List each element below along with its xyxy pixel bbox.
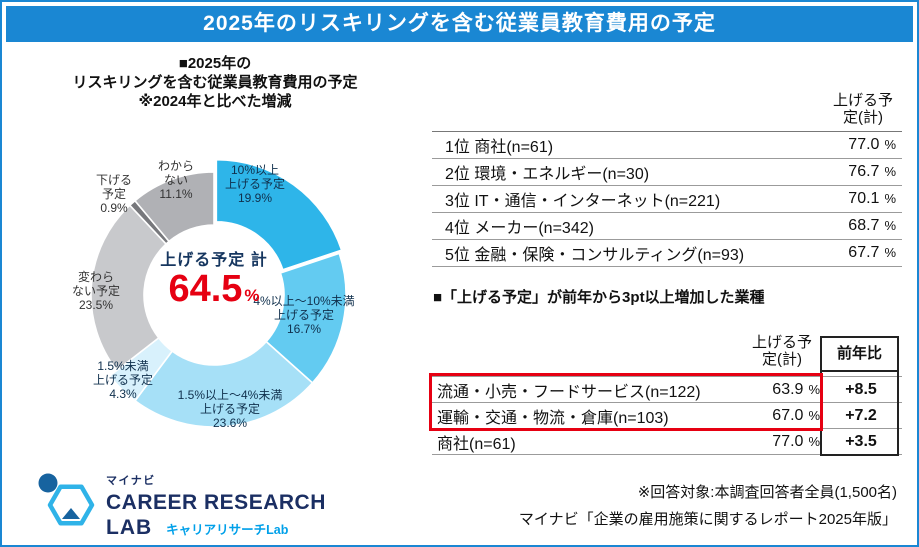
value-cell: 67.7% (848, 244, 896, 261)
donut-segment-7 (133, 171, 215, 243)
ranking-table-value-header: 上げる予定(計) (832, 92, 893, 126)
industry-label: 運輸・交通・物流・倉庫(n=103) (437, 409, 669, 427)
footnote-respondents: ※回答対象:本調査回答者全員(1,500名) (637, 484, 897, 501)
career-research-lab-logo-icon (38, 473, 95, 526)
industry-label: 3位 IT・通信・インターネット(n=221) (445, 193, 721, 210)
industry-label: 流通・小売・フードサービス(n=122) (437, 383, 701, 401)
increase-table: 上げる予定(計) 前年比 流通・小売・フードサービス(n=122) 63.9% +8… (429, 332, 902, 462)
increase-table-row: 商社(n=61) 77.0% +3.5 (432, 429, 902, 455)
value-cell: 63.9% (772, 380, 820, 398)
industry-label: 4位 メーカー(n=342) (445, 220, 594, 237)
footnotes: ※回答対象:本調査回答者全員(1,500名) マイナビ「企業の雇用施策に関するレ… (519, 479, 897, 533)
logo-bottom-row: LAB キャリアリサーチLab (106, 515, 326, 540)
logo-mynavi-text: マイナビ (106, 475, 156, 487)
ranking-table-row: 4位 メーカー(n=342) 68.7% (432, 213, 902, 240)
unit-label: % (884, 137, 896, 152)
donut-chart: 10%以上 上げる予定 19.9% 4%以上〜10%未満 上げる予定 16.7% 1.5%以… (59, 140, 369, 450)
donut-segment-label-6: 下げる 予定 0.9% (95, 173, 133, 215)
industry-label: 5位 金融・保険・コンサルティング(n=93) (445, 247, 745, 264)
value-cell: 76.7% (848, 163, 896, 180)
donut-center-value: 64.5% (59, 268, 369, 311)
value-cell: 70.1% (848, 190, 896, 207)
donut-segment-label-1: 10%以上 上げる予定 19.9% (224, 163, 286, 205)
donut-segment-label-2: 4%以上〜10%未満 上げる予定 16.7% (253, 294, 355, 336)
yoy-cell: +3.5 (845, 432, 877, 450)
logo-career-research-text: CAREER RESEARCH (106, 491, 326, 514)
industry-label: 商社(n=61) (437, 435, 516, 453)
donut-chart-title: ■2025年の リスキリングを含む従業員教育費用の予定 ※2024年と比べた増減 (22, 54, 408, 111)
header-banner: 2025年のリスキリングを含む従業員教育費用の予定 (6, 6, 913, 42)
donut-segment-5 (90, 204, 168, 372)
increase-table-yoy-header: 前年比 (820, 336, 899, 372)
unit-label: % (808, 433, 820, 449)
unit-label: % (884, 164, 896, 179)
ranking-table-row: 1位 商社(n=61) 77.0% (432, 132, 902, 159)
increase-table-row: 運輸・交通・物流・倉庫(n=103) 67.0% +7.2 (432, 403, 902, 429)
value-cell: 67.0% (772, 406, 820, 424)
unit-label: % (884, 245, 896, 260)
increase-table-value-header: 上げる予定(計) (751, 334, 812, 368)
ranking-table-row: 2位 環境・エネルギー(n=30) 76.7% (432, 159, 902, 186)
logo-katakana-text: キャリアリサーチLab (166, 523, 289, 537)
ranking-table-rows: 1位 商社(n=61) 77.0% 2位 環境・エネルギー(n=30) 76.7% 3位… (432, 131, 902, 267)
donut-chart-title-line1: ■2025年の (178, 55, 252, 72)
career-research-lab-logo: マイナビ CAREER RESEARCH LAB キャリアリサーチLab (35, 470, 326, 540)
industry-label: 1位 商社(n=61) (445, 139, 554, 156)
value-cell: 77.0% (848, 136, 896, 153)
donut-svg (90, 158, 347, 428)
donut-center-value-number: 64.5 (168, 268, 243, 310)
unit-label: % (808, 407, 820, 423)
increase-table-row: 流通・小売・フードサービス(n=122) 63.9% +8.5 (432, 377, 902, 403)
ranking-table-row: 5位 金融・保険・コンサルティング(n=93) 67.7% (432, 240, 902, 267)
increase-table-rows: 流通・小売・フードサービス(n=122) 63.9% +8.5 運輸・交通・物流・倉庫… (432, 376, 902, 455)
donut-chart-title-line2: リスキリングを含む従業員教育費用の予定 (72, 74, 358, 91)
value-cell: 68.7% (848, 217, 896, 234)
increase-table-title: ■「上げる予定」が前年から3pt以上増加した業種 (433, 289, 765, 306)
donut-segment-label-4: 1.5%未満 上げる予定 4.3% (92, 359, 154, 401)
yoy-cell: +7.2 (845, 406, 877, 424)
donut-center-value-unit: % (244, 286, 260, 305)
donut-center-label: 上げる予定 計 (160, 252, 268, 269)
unit-label: % (884, 191, 896, 206)
industry-label: 2位 環境・エネルギー(n=30) (445, 166, 650, 183)
donut-segment-3 (133, 340, 314, 428)
donut-chart-title-line3: ※2024年と比べた増減 (138, 93, 292, 110)
donut-segment-label-7: わから ない 11.1% (157, 159, 195, 201)
value-cell: 77.0% (772, 432, 820, 450)
ranking-table-row: 3位 IT・通信・インターネット(n=221) 70.1% (432, 186, 902, 213)
footnote-source: マイナビ「企業の雇用施策に関するレポート2025年版」 (518, 511, 897, 528)
page-title: 2025年のリスキリングを含む従業員教育費用の予定 (203, 12, 716, 35)
donut-segment-label-5: 変わら ない予定 23.5% (71, 270, 121, 312)
yoy-cell: +8.5 (845, 380, 877, 398)
logo-lab-text: LAB (106, 516, 153, 539)
donut-segment-1 (215, 158, 343, 271)
unit-label: % (808, 381, 820, 397)
unit-label: % (884, 218, 896, 233)
logo-text-block: マイナビ CAREER RESEARCH LAB キャリアリサーチLab (106, 470, 326, 540)
ranking-table: 上げる予定(計) 1位 商社(n=61) 77.0% 2位 環境・エネルギー(n=3… (432, 92, 902, 272)
donut-segment-label-3: 1.5%以上〜4%未満 上げる予定 23.6% (177, 388, 283, 430)
